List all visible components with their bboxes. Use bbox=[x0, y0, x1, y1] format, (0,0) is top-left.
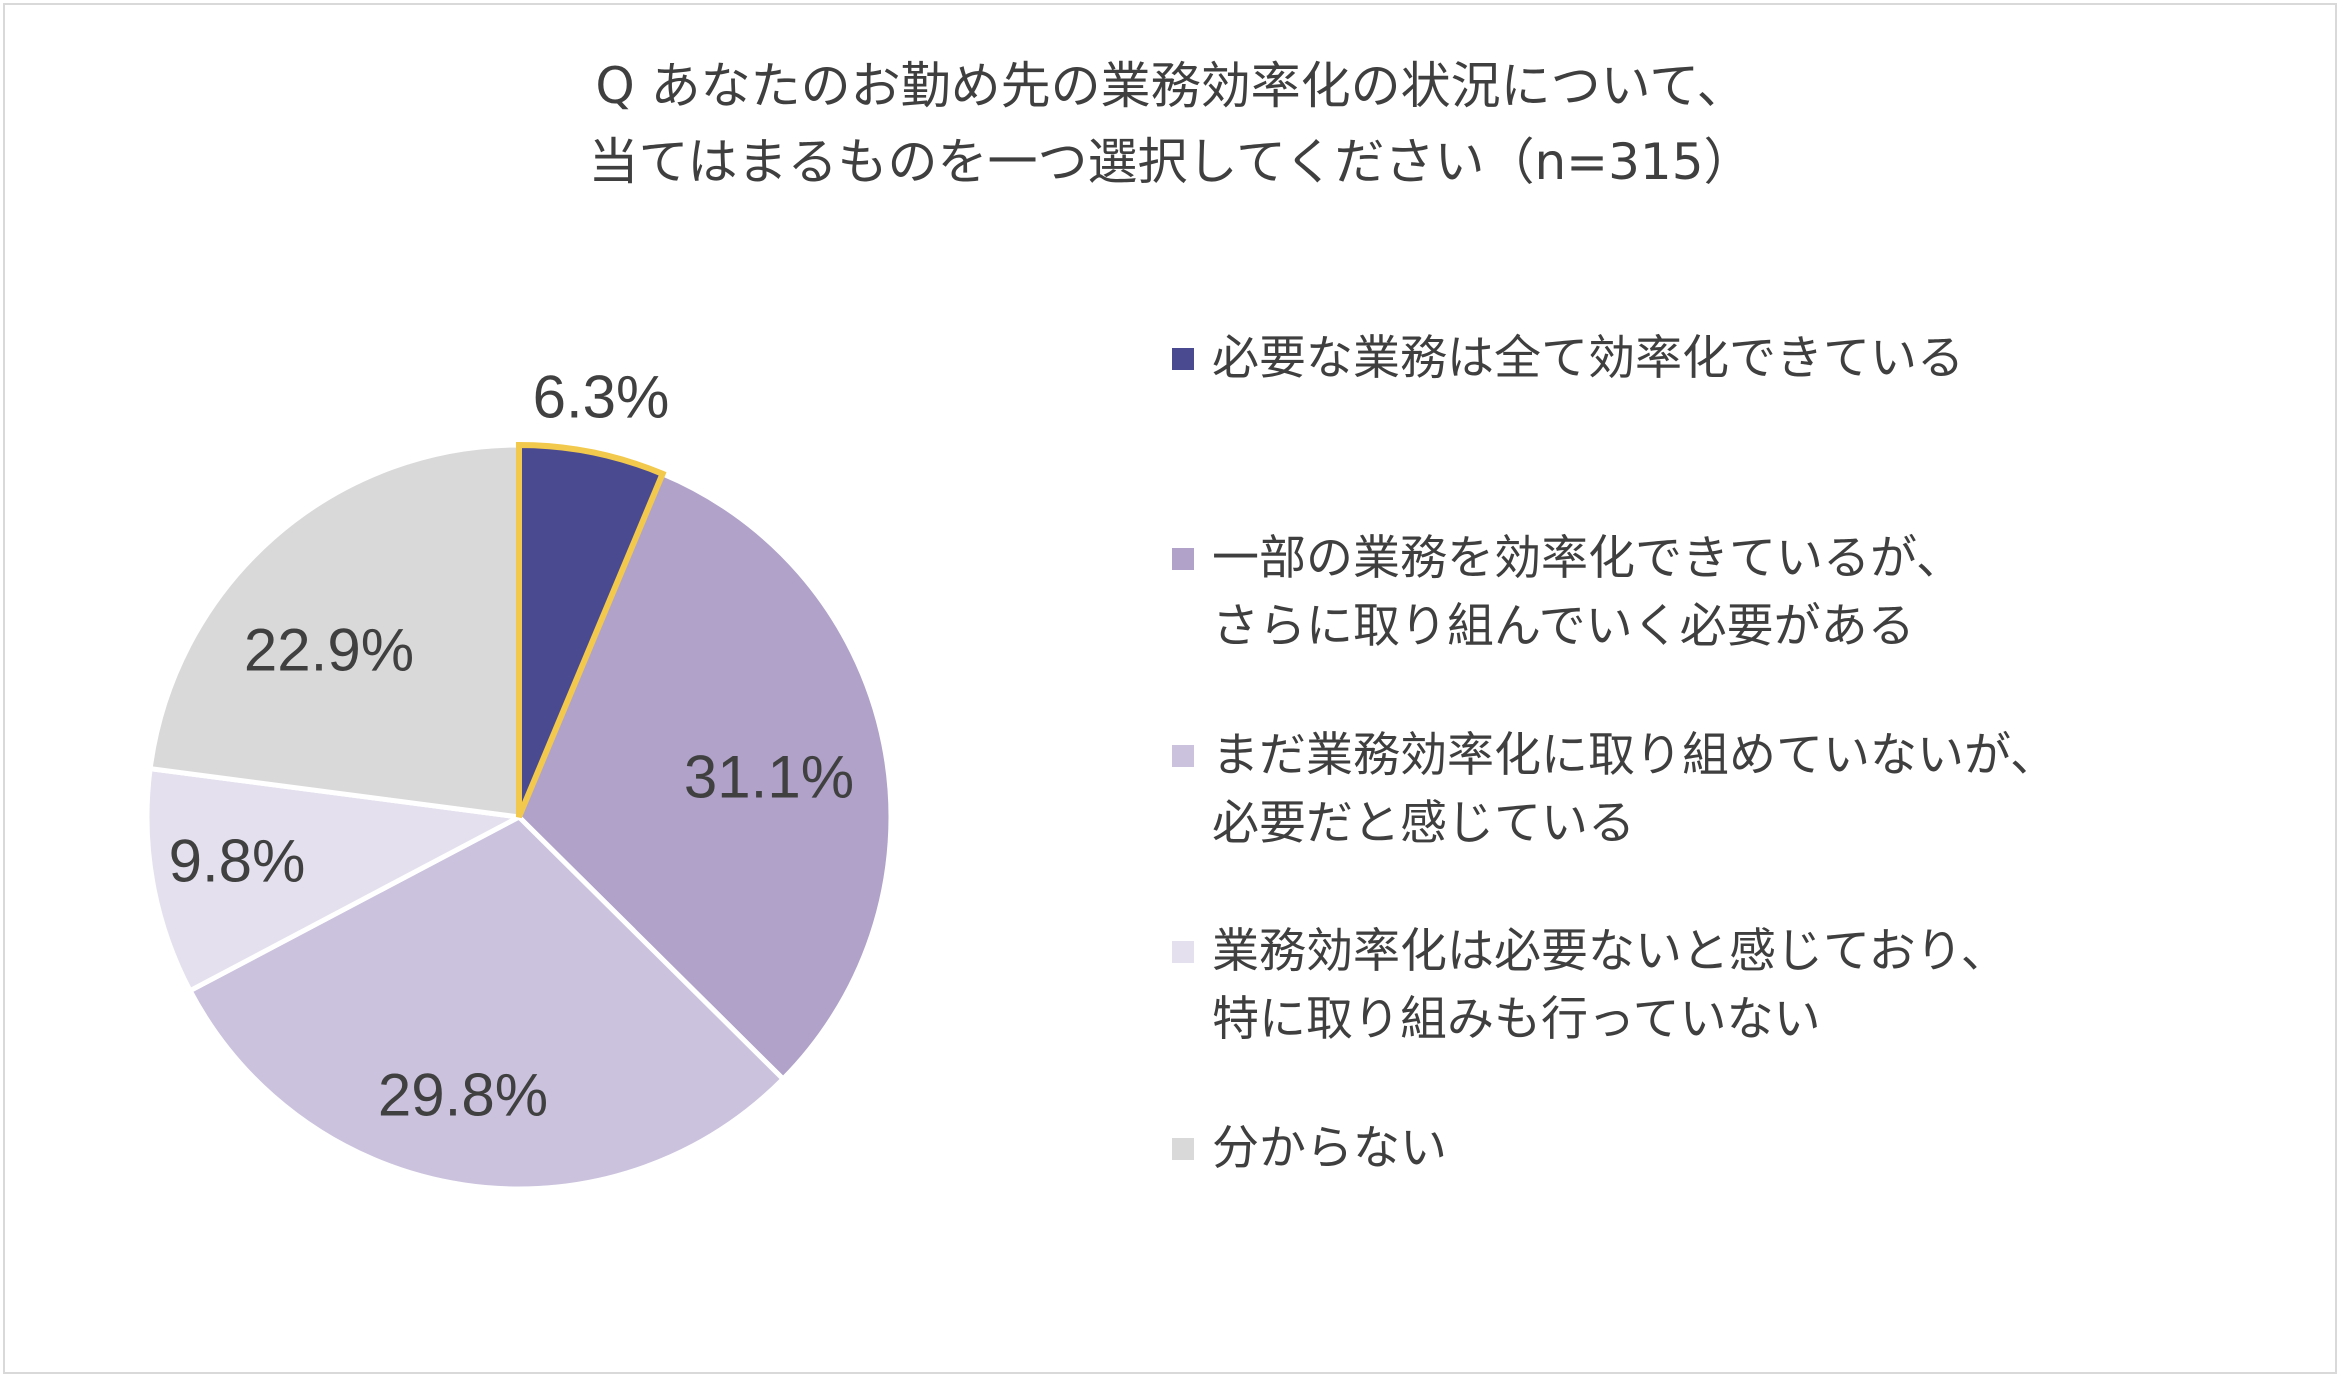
pie-data-label-3: 29.8% bbox=[378, 1062, 548, 1129]
legend-label-1-line-1: 必要な業務は全て効率化できている bbox=[1212, 331, 1964, 386]
pie-slice-highlight-outline bbox=[516, 441, 667, 819]
chart-title: Q あなたのお勤め先の業務効率化の状況について、 当てはまるものを一つ選択してく… bbox=[0, 48, 2342, 200]
legend-label-4-line-1: 業務効率化は必要ないと感じており、 bbox=[1212, 924, 2008, 979]
legend-label-3-line-2: 必要だと感じている bbox=[1212, 796, 1635, 851]
pie-slices bbox=[144, 442, 894, 1192]
pie-data-label-1: 6.3% bbox=[533, 364, 670, 431]
legend-swatch-5 bbox=[1172, 1138, 1194, 1160]
legend-label-5-line-1: 分からない bbox=[1212, 1121, 1447, 1176]
legend-swatch-3 bbox=[1172, 745, 1194, 767]
chart-frame bbox=[3, 3, 2337, 1374]
legend-swatch-2 bbox=[1172, 548, 1194, 570]
pie-slice-5 bbox=[147, 442, 522, 820]
pie-slice-4 bbox=[144, 766, 522, 994]
pie-highlight bbox=[516, 441, 667, 819]
chart-title-line-2: 当てはまるものを一つ選択してください（n=315） bbox=[588, 133, 1754, 191]
legend-swatch-4 bbox=[1172, 941, 1194, 963]
chart-title-line-1: Q あなたのお勤め先の業務効率化の状況について、 bbox=[595, 57, 1747, 115]
legend-swatch-1 bbox=[1172, 348, 1194, 370]
pie-data-label-4: 9.8% bbox=[169, 828, 306, 895]
legend-label-2-line-2: さらに取り組んでいく必要がある bbox=[1212, 599, 1915, 654]
pie-slice-3 bbox=[187, 814, 786, 1192]
legend-label-3-line-1: まだ業務効率化に取り組めていないが、 bbox=[1212, 728, 2058, 783]
pie-data-label-5: 22.9% bbox=[244, 617, 414, 684]
pie-data-label-2: 31.1% bbox=[684, 744, 854, 811]
legend-label-2-line-1: 一部の業務を効率化できているが、 bbox=[1212, 531, 1964, 586]
legend-label-4-line-2: 特に取り組みも行っていない bbox=[1212, 992, 1821, 1047]
pie-data-labels: 6.3% 31.1% 29.8% 9.8% 22.9% bbox=[169, 364, 854, 1129]
pie-slice-2 bbox=[516, 471, 894, 1082]
